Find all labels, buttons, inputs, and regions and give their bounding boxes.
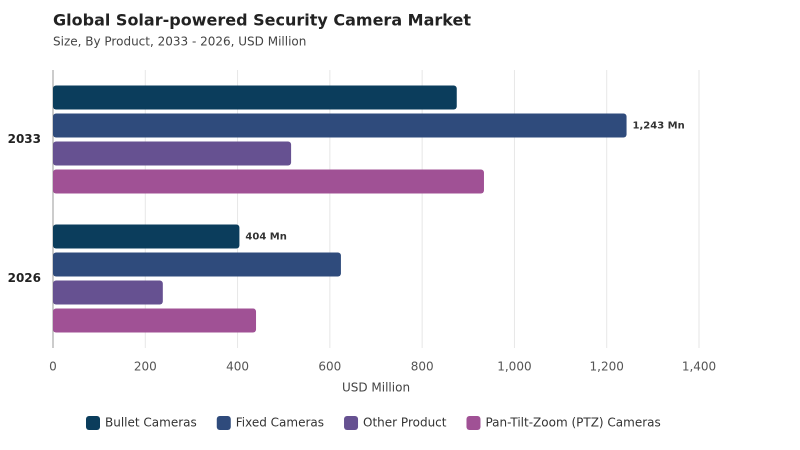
chart-title: Global Solar-powered Security Camera Mar… [53, 11, 471, 30]
bar [53, 141, 292, 166]
x-tick-label: 1,000 [497, 360, 531, 374]
bar [53, 308, 257, 333]
x-tick-label: 800 [411, 360, 434, 374]
bar [53, 113, 627, 138]
legend-swatch [466, 416, 481, 430]
y-tick-label: 2033 [8, 132, 41, 146]
x-tick-label: 400 [226, 360, 249, 374]
bar [53, 169, 484, 194]
y-tick-label: 2026 [8, 271, 41, 285]
legend-label: Pan-Tilt-Zoom (PTZ) Cameras [485, 416, 660, 430]
x-tick-label: 200 [134, 360, 157, 374]
bar [53, 252, 341, 277]
legend-label: Other Product [363, 416, 447, 430]
bar [53, 280, 163, 305]
x-tick-label: 1,200 [590, 360, 624, 374]
value-label: 1,243 Mn [633, 121, 685, 132]
bar [53, 224, 240, 249]
legend-label: Fixed Cameras [236, 416, 324, 430]
chart-subtitle: Size, By Product, 2033 - 2026, USD Milli… [53, 35, 306, 49]
x-tick-label: 0 [49, 360, 57, 374]
x-tick-label: 600 [318, 360, 341, 374]
legend-label: Bullet Cameras [105, 416, 197, 430]
bar [53, 85, 457, 110]
x-tick-label: 1,400 [682, 360, 716, 374]
legend-swatch [216, 416, 231, 430]
legend-swatch [344, 416, 359, 430]
legend-swatch [86, 416, 100, 430]
value-label: 404 Mn [245, 232, 286, 243]
x-axis-title: USD Million [342, 381, 410, 395]
